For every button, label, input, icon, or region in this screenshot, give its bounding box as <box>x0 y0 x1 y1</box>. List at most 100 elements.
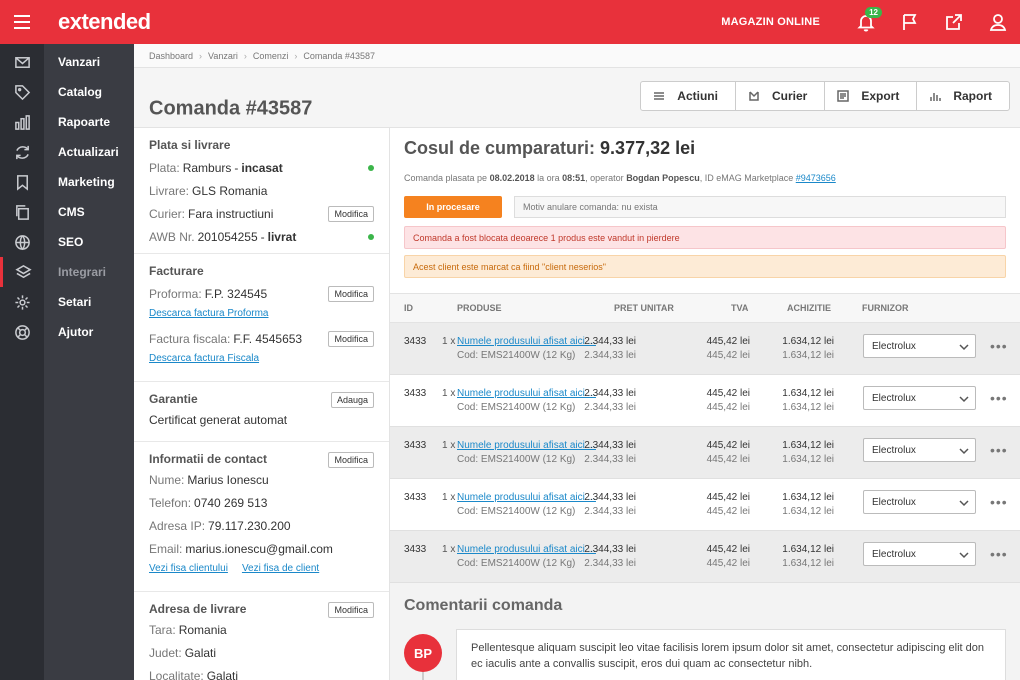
sidebar-item-catalog[interactable]: Catalog <box>58 85 103 99</box>
acquisition-value: 1.634,12 lei <box>782 544 834 555</box>
table-row: 3433 1 x Numele produsului afisat aici ...… <box>390 479 1020 531</box>
awb-status: livrat <box>267 229 297 244</box>
unit-price-secondary: 2.344,33 lei <box>584 506 636 517</box>
sidebar-item-cms[interactable]: CMS <box>58 205 85 219</box>
supplier-select[interactable]: Electrolux <box>863 386 976 410</box>
rail-item-actualizari[interactable] <box>0 137 44 167</box>
city-row: Localitate: Galati <box>149 664 374 680</box>
courier-label: Curier: <box>149 206 186 221</box>
more-options-button[interactable]: ••• <box>990 494 1008 510</box>
rail-item-ajutor[interactable] <box>0 317 44 347</box>
courier-button[interactable]: Curier <box>736 82 826 110</box>
sidebar-item-ajutor[interactable]: Ajutor <box>58 325 94 339</box>
delivery-row: Livrare: GLS Romania <box>149 179 374 202</box>
acquisition-value-secondary: 1.634,12 lei <box>782 350 834 361</box>
user-button[interactable] <box>976 0 1020 44</box>
export-icon <box>837 90 850 102</box>
user-icon <box>989 14 1007 31</box>
sidebar-menu: Vanzari Catalog Rapoarte Actualizari Mar… <box>44 44 134 680</box>
acquisition-value-secondary: 1.634,12 lei <box>782 506 834 517</box>
supplier-select[interactable]: Electrolux <box>863 542 976 566</box>
rail-item-rapoarte[interactable] <box>0 107 44 137</box>
acquisition-value: 1.634,12 lei <box>782 388 834 399</box>
rail-item-seo[interactable] <box>0 227 44 257</box>
payment-value: Ramburs <box>182 160 232 175</box>
breadcrumb-dashboard[interactable]: Dashboard <box>149 50 194 61</box>
courier-value: Fara instructiuni <box>188 206 274 221</box>
more-options-button[interactable]: ••• <box>990 390 1008 406</box>
inbox-icon <box>14 56 30 68</box>
rail-item-integrari[interactable] <box>0 257 44 287</box>
contact-heading: Informatii de contact <box>149 452 268 466</box>
product-name-link[interactable]: Numele produsului afisat aici ... <box>457 388 596 399</box>
supplier-selected-value: Electrolux <box>872 548 916 560</box>
client-sheet-link[interactable]: Vezi fisa clientului <box>149 562 228 574</box>
unit-price: 2.344,33 lei <box>584 388 636 399</box>
download-fiscal-link[interactable]: Descarca factura Fiscala <box>149 352 260 364</box>
external-link-button[interactable] <box>932 0 976 44</box>
sidebar-item-rapoarte[interactable]: Rapoarte <box>58 115 111 129</box>
acquisition-value-secondary: 1.634,12 lei <box>782 402 834 413</box>
order-status-button[interactable]: In procesare <box>404 196 502 218</box>
flag-button[interactable] <box>888 0 932 44</box>
notifications-button[interactable]: 12 <box>844 0 888 44</box>
supplier-select[interactable]: Electrolux <box>863 334 976 358</box>
menu-toggle-button[interactable] <box>0 0 44 44</box>
sidebar-item-actualizari[interactable]: Actualizari <box>58 145 119 159</box>
acquisition-value: 1.634,12 lei <box>782 440 834 451</box>
modify-contact-button[interactable]: Modifica <box>328 452 374 468</box>
sidebar-item-setari[interactable]: Setari <box>58 295 92 309</box>
table-row: 3433 1 x Numele produsului afisat aici ...… <box>390 427 1020 479</box>
awb-label: AWB Nr. <box>149 229 195 244</box>
row-qty: 1 x <box>442 492 456 503</box>
list-icon <box>654 92 665 100</box>
breadcrumb: Dashboard › Vanzari › Comenzi › Comanda #43… <box>134 44 1020 68</box>
shop-link[interactable]: MAGAZIN ONLINE <box>721 16 820 28</box>
marketplace-id-link[interactable]: #9473656 <box>795 173 836 183</box>
courier-button-label: Curier <box>771 89 808 103</box>
modify-proforma-button[interactable]: Modifica <box>328 285 374 302</box>
add-warranty-button[interactable]: Adauga <box>330 392 374 408</box>
supplier-select[interactable]: Electrolux <box>863 438 976 462</box>
breadcrumb-comenzi[interactable]: Comenzi <box>252 50 289 61</box>
modify-address-button[interactable]: Modifica <box>328 602 374 618</box>
products-table-body: 3433 1 x Numele produsului afisat aici ...… <box>390 323 1020 583</box>
supplier-select[interactable]: Electrolux <box>863 490 976 514</box>
order-date: 08.02.2018 <box>489 173 535 183</box>
sidebar-item-vanzari[interactable]: Vanzari <box>58 55 101 69</box>
modify-fiscal-button[interactable]: Modifica <box>328 330 374 347</box>
sidebar-item-integrari[interactable]: Integrari <box>58 265 107 279</box>
avatar: BP <box>404 634 442 672</box>
more-options-button[interactable]: ••• <box>990 546 1008 562</box>
status-row: In procesare Motiv anulare comanda: nu e… <box>404 196 1006 218</box>
col-supplier: FURNIZOR <box>862 303 909 313</box>
product-name-link[interactable]: Numele produsului afisat aici ... <box>457 440 596 451</box>
vat-value-secondary: 445,42 lei <box>706 350 750 361</box>
product-name-link[interactable]: Numele produsului afisat aici ... <box>457 336 596 347</box>
rail-item-vanzari[interactable] <box>0 47 44 77</box>
report-button[interactable]: Raport <box>917 82 1009 110</box>
export-button[interactable]: Export <box>825 82 918 110</box>
more-options-button[interactable]: ••• <box>990 338 1008 354</box>
app-logo[interactable]: extended <box>58 9 151 34</box>
download-proforma-link[interactable]: Descarca factura Proforma <box>149 307 269 319</box>
actions-button[interactable]: Actiuni <box>641 82 736 110</box>
sidebar-item-seo[interactable]: SEO <box>58 235 84 249</box>
sidebar-item-marketing[interactable]: Marketing <box>58 175 115 189</box>
product-name-link[interactable]: Numele produsului afisat aici ... <box>457 544 596 555</box>
client-file-link[interactable]: Vezi fisa de client <box>241 562 320 574</box>
rail-item-setari[interactable] <box>0 287 44 317</box>
more-options-button[interactable]: ••• <box>990 442 1008 458</box>
rail-item-catalog[interactable] <box>0 77 44 107</box>
rail-item-marketing[interactable] <box>0 167 44 197</box>
order-info-mid: la ora <box>534 173 563 183</box>
top-bar: extended MAGAZIN ONLINE 12 <box>0 0 1020 44</box>
row-id: 3433 <box>404 336 427 347</box>
rail-item-cms[interactable] <box>0 197 44 227</box>
breadcrumb-vanzari[interactable]: Vanzari <box>208 50 238 61</box>
modify-courier-button[interactable]: Modifica <box>328 205 374 222</box>
icon-rail <box>0 44 44 680</box>
product-name-link[interactable]: Numele produsului afisat aici ... <box>457 492 596 503</box>
unit-price-secondary: 2.344,33 lei <box>584 558 636 569</box>
comments-section: Comentarii comanda BP Pellentesque aliqu… <box>390 583 1020 680</box>
